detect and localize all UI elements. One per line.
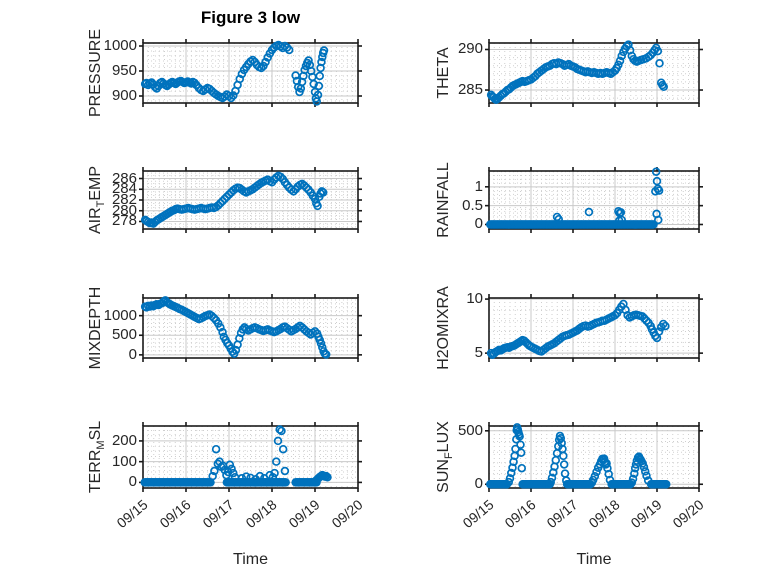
ytick-terrmsl-0: 0 <box>128 473 137 491</box>
ytick-pressure-950: 950 <box>111 62 137 79</box>
ytick-airtemp-280: 280 <box>111 201 137 219</box>
ytick-theta-290: 290 <box>457 40 483 58</box>
ytick-airtemp-282: 282 <box>111 191 137 208</box>
ytick-h2omixra-10: 10 <box>466 290 483 308</box>
scatter-series-terrmsl <box>140 425 332 487</box>
scatter-series-pressure <box>140 40 329 106</box>
panel-rainfall-plot <box>485 167 703 233</box>
ytick-airtemp-284: 284 <box>111 180 137 198</box>
ytick-terrmsl-200: 200 <box>111 431 137 449</box>
ytick-pressure-1000: 1000 <box>103 37 137 54</box>
scatter-series-rainfall <box>486 167 664 229</box>
ytick-terrmsl-100: 100 <box>111 452 137 470</box>
ytick-sunflux-500: 500 <box>457 421 483 439</box>
ytick-airtemp-286: 286 <box>111 169 137 187</box>
y-axis-label-terrmsl: TERRMSL <box>87 420 107 494</box>
panel-pressure-plot <box>139 39 362 107</box>
ytick-h2omixra-5: 5 <box>474 344 483 362</box>
panel-theta-plot <box>485 39 703 107</box>
scatter-series-sunflux <box>486 423 671 489</box>
x-axis-label-right: Time <box>576 551 612 568</box>
panel-mixdepth-plot <box>139 294 362 362</box>
x-axis-label-left: Time <box>233 551 268 568</box>
ytick-rainfall-1: 1 <box>474 177 483 195</box>
ytick-rainfall-0: 0 <box>474 215 483 233</box>
scatter-series-airtemp <box>140 171 328 228</box>
figure-title: Figure 3 low <box>200 8 301 27</box>
ytick-airtemp-278: 278 <box>111 212 137 230</box>
ytick-sunflux-0: 0 <box>474 475 483 493</box>
ytick-mixdepth-0: 0 <box>128 345 137 363</box>
scatter-series-theta <box>486 40 668 105</box>
panel-h2omixra-plot <box>485 294 703 362</box>
ytick-rainfall-0.5: 0.5 <box>462 196 483 214</box>
ytick-theta-285: 285 <box>457 81 483 99</box>
panel-airtemp-plot <box>139 167 362 233</box>
panel-sunflux-plot <box>485 422 703 492</box>
y-axis-label-sunflux: SUNFLUX <box>435 421 455 493</box>
scatter-series-h2omixra <box>486 299 670 360</box>
scatter-series-mixdepth <box>140 296 331 359</box>
panel-terrmsl-plot <box>139 422 362 492</box>
ytick-mixdepth-1000: 1000 <box>103 306 137 324</box>
ytick-pressure-900: 900 <box>111 87 137 104</box>
ytick-mixdepth-500: 500 <box>111 326 137 344</box>
